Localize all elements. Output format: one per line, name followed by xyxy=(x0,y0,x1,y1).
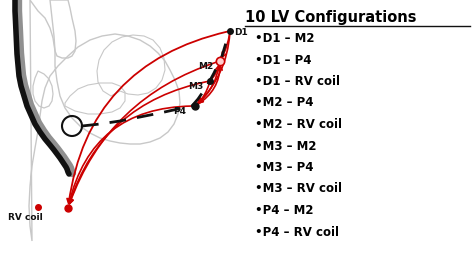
Text: P4: P4 xyxy=(173,107,186,116)
Text: •M3 – RV coil: •M3 – RV coil xyxy=(255,182,342,196)
Text: M2: M2 xyxy=(198,62,213,71)
Text: M3: M3 xyxy=(188,82,203,91)
Text: •M2 – P4: •M2 – P4 xyxy=(255,97,313,110)
Text: •P4 – M2: •P4 – M2 xyxy=(255,204,313,217)
Text: •M3 – M2: •M3 – M2 xyxy=(255,139,317,152)
Text: 10 LV Configurations: 10 LV Configurations xyxy=(245,10,417,25)
Text: •M2 – RV coil: •M2 – RV coil xyxy=(255,118,342,131)
Text: D1: D1 xyxy=(234,28,248,37)
Text: •M3 – P4: •M3 – P4 xyxy=(255,161,313,174)
Text: RV coil: RV coil xyxy=(8,213,43,222)
Text: •D1 – M2: •D1 – M2 xyxy=(255,32,315,45)
Text: •P4 – RV coil: •P4 – RV coil xyxy=(255,226,339,239)
Text: •D1 – RV coil: •D1 – RV coil xyxy=(255,75,340,88)
Text: •D1 – P4: •D1 – P4 xyxy=(255,53,311,66)
